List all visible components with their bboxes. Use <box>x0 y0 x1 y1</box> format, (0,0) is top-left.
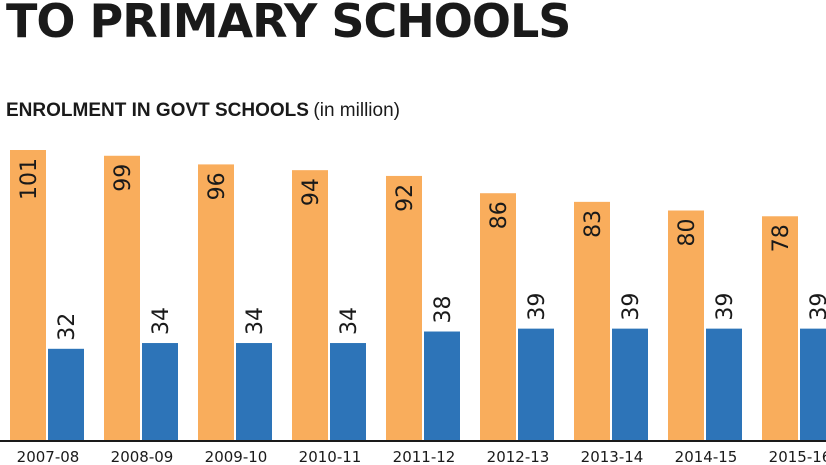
bar-orange-2011-12 <box>386 175 422 441</box>
bar-orange-2013-14 <box>574 201 610 441</box>
x-tick-2013-14: 2013-14 <box>581 448 644 465</box>
x-tick-2010-11: 2010-11 <box>299 448 362 465</box>
bar-label-orange-2015-16: 78 <box>769 224 794 252</box>
bar-label-orange-2012-13: 86 <box>487 201 512 229</box>
headline: TO PRIMARY SCHOOLS <box>6 0 571 48</box>
bar-orange-2007-08 <box>10 150 46 441</box>
bar-blue-2013-14 <box>612 328 648 441</box>
bar-orange-2014-15 <box>668 210 704 441</box>
bar-label-blue-2012-13: 39 <box>525 293 550 321</box>
bar-blue-2015-16 <box>800 328 826 441</box>
bar-blue-2014-15 <box>706 328 742 441</box>
x-tick-2012-13: 2012-13 <box>487 448 550 465</box>
bar-label-blue-2008-09: 34 <box>149 307 174 335</box>
bar-label-orange-2010-11: 94 <box>299 178 324 206</box>
bar-orange-2008-09 <box>104 155 140 441</box>
bar-label-blue-2011-12: 38 <box>431 296 456 324</box>
bar-blue-2009-10 <box>236 343 272 441</box>
bar-orange-2015-16 <box>762 216 798 441</box>
bar-blue-2007-08 <box>48 348 84 441</box>
bar-label-blue-2010-11: 34 <box>337 307 362 335</box>
x-tick-2015-16: 2015-16 <box>769 448 826 465</box>
bar-blue-2010-11 <box>330 343 366 441</box>
x-tick-2011-12: 2011-12 <box>393 448 456 465</box>
bar-orange-2010-11 <box>292 170 328 441</box>
x-tick-2009-10: 2009-10 <box>205 448 268 465</box>
bar-label-blue-2015-16: 39 <box>807 293 826 321</box>
bar-label-orange-2013-14: 83 <box>581 210 606 238</box>
bar-blue-2008-09 <box>142 343 178 441</box>
chart-title-text: ENROLMENT IN GOVT SCHOOLS <box>6 100 309 121</box>
bar-orange-2012-13 <box>480 193 516 441</box>
chart-unit: (in million) <box>313 100 400 121</box>
bar-label-orange-2014-15: 80 <box>675 219 700 247</box>
bar-orange-2009-10 <box>198 164 234 441</box>
bar-label-orange-2011-12: 92 <box>393 184 418 212</box>
bar-blue-2012-13 <box>518 328 554 441</box>
x-tick-2008-09: 2008-09 <box>111 448 174 465</box>
bar-label-blue-2014-15: 39 <box>713 293 738 321</box>
bar-label-orange-2009-10: 96 <box>205 172 230 200</box>
bar-blue-2011-12 <box>424 331 460 441</box>
bar-label-blue-2007-08: 32 <box>55 313 80 341</box>
bar-label-blue-2013-14: 39 <box>619 293 644 321</box>
x-tick-2007-08: 2007-08 <box>17 448 80 465</box>
chart-title: ENROLMENT IN GOVT SCHOOLS (in million) <box>6 100 400 122</box>
bar-label-blue-2009-10: 34 <box>243 307 268 335</box>
bar-label-orange-2008-09: 99 <box>111 164 136 192</box>
x-tick-2014-15: 2014-15 <box>675 448 738 465</box>
bar-label-orange-2007-08: 101 <box>17 158 42 200</box>
